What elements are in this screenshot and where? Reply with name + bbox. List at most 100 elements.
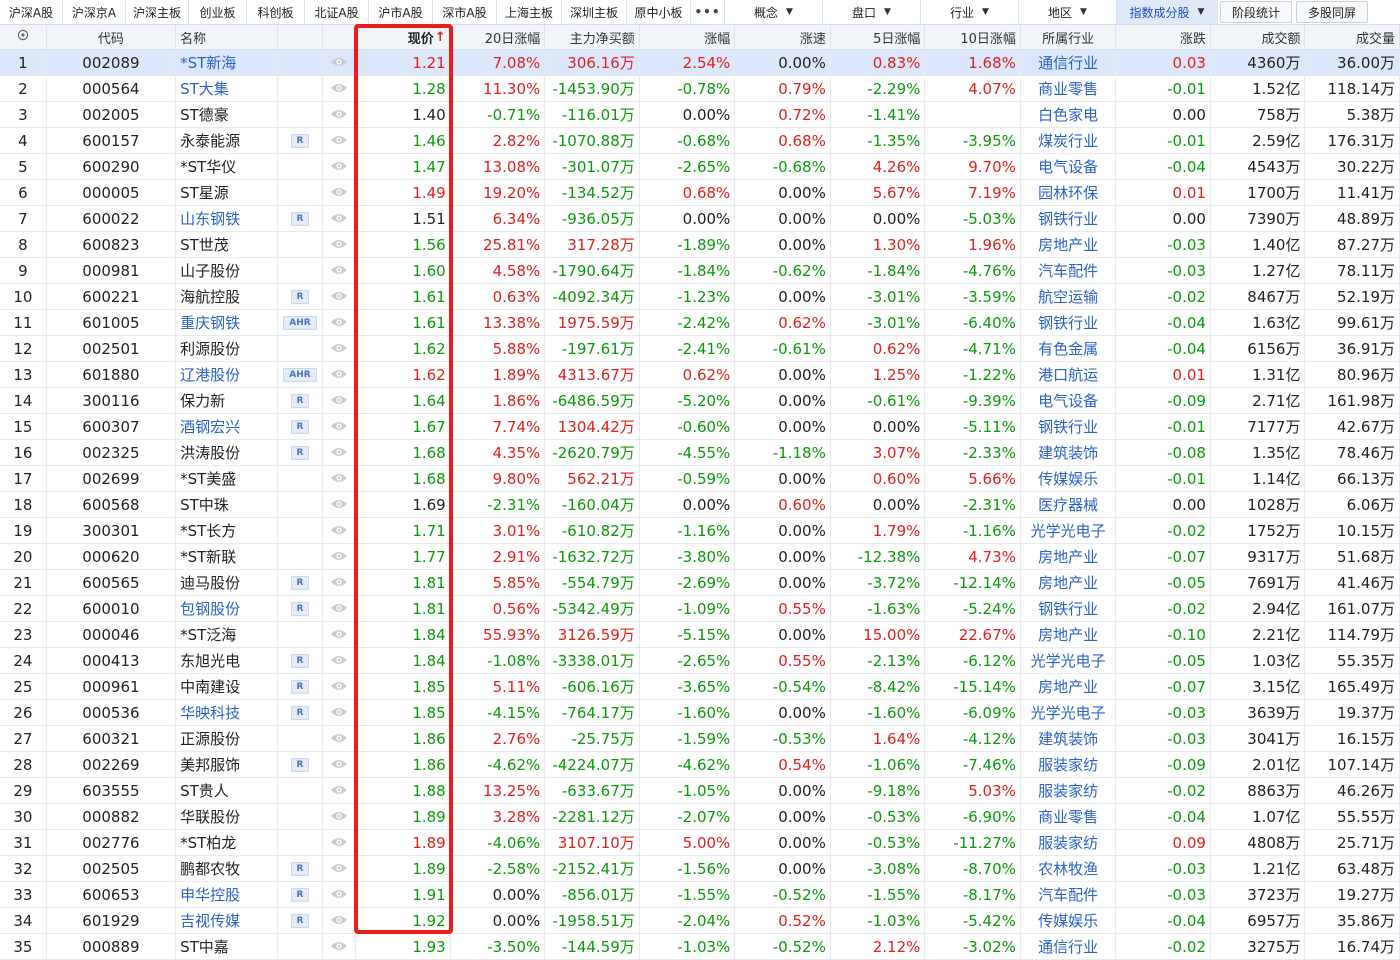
industry-link[interactable]: 港口航运 [1038,366,1099,384]
cell-watch[interactable] [323,336,357,361]
stock-name-link[interactable]: 正源股份 [180,730,241,748]
eye-icon[interactable] [330,210,348,228]
industry-link[interactable]: 光学光电子 [1030,652,1106,670]
table-row[interactable]: 15 600307 酒钢宏兴 R 1.67 7.74% 1304.42万 -0.60% 0.00… [0,414,1400,440]
table-row[interactable]: 3 002005 ST德豪 1.40 -0.71% -116.01万 0.00% 0.72% -… [0,102,1400,128]
table-row[interactable]: 11 601005 重庆钢铁 AHR 1.61 13.38% 1975.59万 -2.42% 0… [0,310,1400,336]
cell-watch[interactable] [323,518,357,543]
table-row[interactable]: 26 000536 华映科技 R 1.85 -4.15% -764.17万 -1.60% 0.0… [0,700,1400,726]
cell-watch[interactable] [323,466,357,491]
column-header-badge[interactable] [278,25,324,49]
column-header-net[interactable]: 主力净买额 [545,25,640,49]
stock-name-link[interactable]: 华映科技 [180,704,241,722]
table-row[interactable]: 4 600157 永泰能源 R 1.46 2.82% -1070.88万 -0.68% 0.68… [0,128,1400,154]
stock-name-link[interactable]: *ST美盛 [180,470,237,488]
eye-icon[interactable] [330,626,348,644]
stock-name-link[interactable]: ST德豪 [180,106,229,124]
stock-name-link[interactable]: 山子股份 [180,262,241,280]
dropdown-tab[interactable]: 概念 ▼ [725,0,823,24]
column-header-pct[interactable]: 涨幅 [640,25,736,49]
industry-link[interactable]: 钢铁行业 [1038,210,1099,228]
industry-link[interactable]: 服装家纺 [1038,782,1099,800]
industry-link[interactable]: 通信行业 [1038,938,1099,956]
stock-name-link[interactable]: *ST新联 [180,548,237,566]
cell-watch[interactable] [323,388,357,413]
table-row[interactable]: 2 000564 ST大集 1.28 11.30% -1453.90万 -0.78% 0.79… [0,76,1400,102]
eye-icon[interactable] [330,886,348,904]
market-tab[interactable]: 沪市A股 [369,0,433,24]
eye-icon[interactable] [330,860,348,878]
cell-watch[interactable] [323,804,357,829]
table-row[interactable]: 27 600321 正源股份 1.86 2.76% -25.75万 -1.59% -0.53%… [0,726,1400,752]
market-tab[interactable]: 沪深京A [63,0,126,24]
cell-watch[interactable] [323,674,357,699]
stock-name-link[interactable]: *ST华仪 [180,158,237,176]
eye-icon[interactable] [330,366,348,384]
stock-name-link[interactable]: ST中嘉 [180,938,229,956]
eye-icon[interactable] [330,470,348,488]
industry-link[interactable]: 汽车配件 [1038,886,1099,904]
market-tab[interactable]: 深市A股 [433,0,497,24]
table-row[interactable]: 23 000046 *ST泛海 1.84 55.93% 3126.59万 -5.15% 0.0… [0,622,1400,648]
cell-watch[interactable] [323,102,357,127]
eye-icon[interactable] [330,938,348,956]
cell-watch[interactable] [323,544,357,569]
cell-watch[interactable] [323,648,357,673]
table-row[interactable]: 28 002269 美邦服饰 R 1.86 -4.62% -4224.07万 -4.62% 0.… [0,752,1400,778]
cell-watch[interactable] [323,934,357,959]
industry-link[interactable]: 光学光电子 [1030,522,1106,540]
column-header-name[interactable]: 名称 [176,25,278,49]
column-header-vol[interactable]: 成交量 [1305,25,1400,49]
column-header-idx[interactable] [0,25,47,49]
eye-icon[interactable] [330,496,348,514]
eye-icon[interactable] [330,54,348,72]
industry-link[interactable]: 汽车配件 [1038,262,1099,280]
industry-link[interactable]: 农林牧渔 [1038,860,1099,878]
table-row[interactable]: 7 600022 山东钢铁 R 1.51 6.34% -936.05万 0.00% 0.00% 0… [0,206,1400,232]
eye-icon[interactable] [330,80,348,98]
eye-icon[interactable] [330,652,348,670]
eye-icon[interactable] [330,522,348,540]
industry-link[interactable]: 通信行业 [1038,54,1099,72]
table-row[interactable]: 29 603555 ST贵人 1.88 13.25% -633.67万 -1.05% 0.00… [0,778,1400,804]
stock-name-link[interactable]: 东旭光电 [180,652,241,670]
stock-name-link[interactable]: 鹏都农牧 [180,860,241,878]
table-row[interactable]: 32 002505 鹏都农牧 R 1.89 -2.58% -2152.41万 -1.56% 0.… [0,856,1400,882]
eye-icon[interactable] [330,912,348,930]
column-header-ind[interactable]: 所属行业 [1021,25,1117,49]
industry-link[interactable]: 园林环保 [1038,184,1099,202]
eye-icon[interactable] [330,444,348,462]
industry-link[interactable]: 商业零售 [1038,80,1099,98]
stock-name-link[interactable]: ST中珠 [180,496,229,514]
stock-name-link[interactable]: 洪涛股份 [180,444,241,462]
market-tab[interactable]: 沪深主板 [126,0,189,24]
dropdown-tab[interactable]: 地区 ▼ [1019,0,1117,24]
stock-name-link[interactable]: 吉视传媒 [180,912,241,930]
table-row[interactable]: 1 002089 *ST新海 1.21 7.08% 306.16万 2.54% 0.00% 0.… [0,50,1400,76]
market-tab[interactable]: 科创板 [247,0,305,24]
table-row[interactable]: 17 002699 *ST美盛 1.68 9.80% 562.21万 -0.59% 0.00%… [0,466,1400,492]
stock-name-link[interactable]: *ST新海 [180,54,237,72]
table-row[interactable]: 33 600653 申华控股 R 1.91 0.00% -856.01万 -1.55% -0.5… [0,882,1400,908]
stock-name-link[interactable]: *ST柏龙 [180,834,237,852]
table-row[interactable]: 9 000981 山子股份 1.60 4.58% -1790.64万 -1.84% -0.62… [0,258,1400,284]
settings-icon[interactable] [17,29,29,45]
cell-watch[interactable] [323,206,357,231]
table-row[interactable]: 25 000961 中南建设 R 1.85 5.11% -606.16万 -3.65% -0.5… [0,674,1400,700]
industry-link[interactable]: 建筑装饰 [1038,444,1099,462]
market-tab[interactable]: 深圳主板 [562,0,627,24]
market-tab[interactable]: 北证A股 [305,0,369,24]
industry-link[interactable]: 房地产业 [1038,574,1099,592]
table-row[interactable]: 19 300301 *ST长方 1.71 3.01% -610.82万 -1.16% 0.00… [0,518,1400,544]
eye-icon[interactable] [330,756,348,774]
eye-icon[interactable] [330,808,348,826]
cell-watch[interactable] [323,362,357,387]
table-row[interactable]: 35 000889 ST中嘉 1.93 -3.50% -144.59万 -1.03% -0.5… [0,934,1400,960]
industry-link[interactable]: 服装家纺 [1038,756,1099,774]
industry-link[interactable]: 电气设备 [1038,158,1099,176]
stock-name-link[interactable]: ST大集 [180,80,229,98]
cell-watch[interactable] [323,232,357,257]
market-tab[interactable]: 创业板 [189,0,247,24]
cell-watch[interactable] [323,700,357,725]
industry-link[interactable]: 光学光电子 [1030,704,1106,722]
